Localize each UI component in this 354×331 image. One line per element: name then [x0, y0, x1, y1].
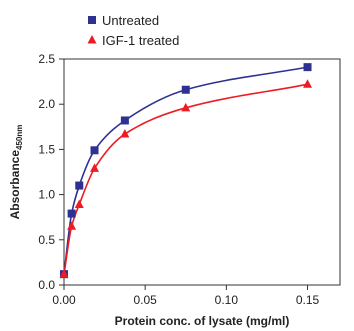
series-curve-1 [64, 84, 308, 274]
x-axis-ticks: 0.00 0.05 0.10 0.15 [52, 285, 319, 307]
plot-frame [64, 59, 340, 285]
y-tick-label: 1.5 [38, 142, 55, 156]
y-tick-label: 0.0 [38, 278, 55, 292]
series-curve-0 [64, 67, 308, 274]
data-point-square [121, 116, 129, 124]
legend-label: IGF-1 treated [102, 33, 179, 48]
y-tick-label: 2.5 [38, 52, 55, 66]
legend: Untreated IGF-1 treated [88, 13, 180, 48]
y-axis-title: Absorbance450nm [8, 125, 24, 220]
data-point-triangle [303, 79, 312, 88]
legend-label: Untreated [102, 13, 159, 28]
data-point-triangle [75, 200, 84, 209]
legend-marker-square [88, 16, 96, 24]
plot-area [64, 59, 340, 285]
data-point-square [304, 63, 312, 71]
y-tick-label: 2.0 [38, 97, 55, 111]
x-tick-label: 0.15 [296, 293, 320, 307]
x-axis-title: Protein conc. of lysate (mg/ml) [115, 314, 290, 328]
y-axis-title-main: Absorbance [8, 150, 22, 220]
x-tick-label: 0.10 [215, 293, 239, 307]
data-point-square [182, 86, 190, 94]
data-point-square [91, 146, 99, 154]
x-tick-label: 0.00 [52, 293, 76, 307]
fitted-curves [64, 67, 308, 274]
legend-marker-triangle [88, 35, 97, 44]
y-tick-label: 0.5 [38, 233, 55, 247]
data-points [60, 63, 313, 278]
data-point-triangle [67, 221, 76, 230]
x-tick-label: 0.05 [133, 293, 157, 307]
y-axis-title-subscript: 450nm [15, 125, 24, 150]
data-point-square [68, 210, 76, 218]
y-tick-label: 1.0 [38, 188, 55, 202]
data-point-triangle [120, 129, 129, 138]
data-point-square [75, 182, 83, 190]
y-axis-ticks: 0.0 0.5 1.0 1.5 2.0 2.5 [38, 52, 64, 292]
